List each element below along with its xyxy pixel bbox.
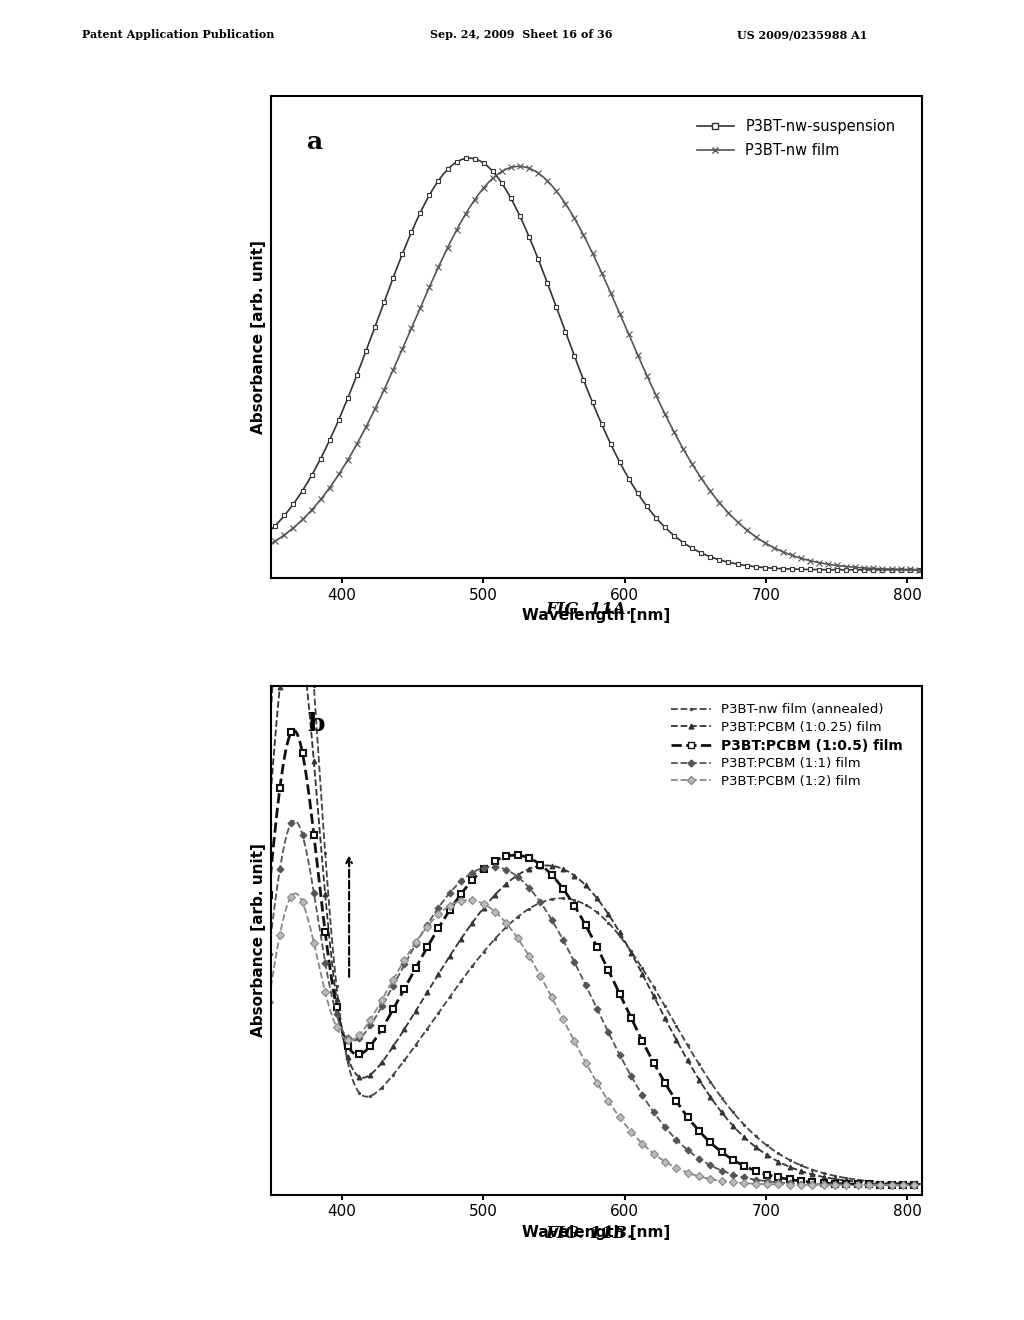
X-axis label: Wavelength [nm]: Wavelength [nm]: [522, 609, 671, 623]
Legend: P3BT-nw film (annealed), P3BT:PCBM (1:0.25) film, P3BT:PCBM (1:0.5) film, P3BT:P: P3BT-nw film (annealed), P3BT:PCBM (1:0.…: [666, 698, 908, 793]
Y-axis label: Absorbance [arb. unit]: Absorbance [arb. unit]: [251, 240, 266, 434]
Text: FIG. 11B.: FIG. 11B.: [545, 1225, 633, 1242]
Text: US 2009/0235988 A1: US 2009/0235988 A1: [737, 29, 867, 40]
Y-axis label: Absorbance [arb. unit]: Absorbance [arb. unit]: [251, 843, 266, 1038]
Legend: P3BT-nw-suspension, P3BT-nw film: P3BT-nw-suspension, P3BT-nw film: [691, 114, 901, 164]
Text: FIG. 11A.: FIG. 11A.: [546, 601, 632, 618]
Text: Patent Application Publication: Patent Application Publication: [82, 29, 274, 40]
Text: a: a: [307, 131, 324, 154]
X-axis label: Wavelength [nm]: Wavelength [nm]: [522, 1225, 671, 1239]
Text: b: b: [307, 711, 325, 735]
Text: Sep. 24, 2009  Sheet 16 of 36: Sep. 24, 2009 Sheet 16 of 36: [430, 29, 612, 40]
